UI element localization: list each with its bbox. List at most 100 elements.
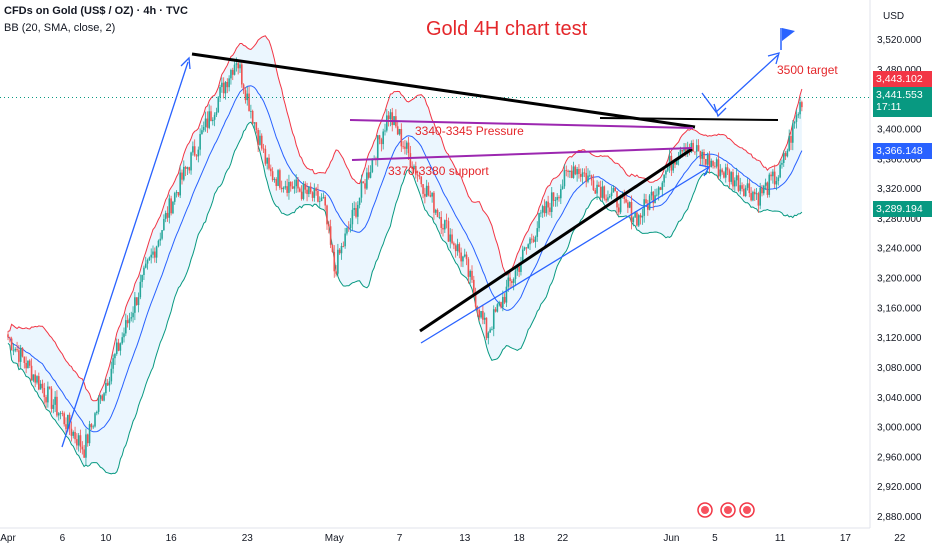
chart-title: Gold 4H chart test xyxy=(426,18,588,40)
candle-body xyxy=(202,126,205,131)
x-tick-label: 16 xyxy=(166,533,178,544)
economic-event-flag-icon xyxy=(701,506,709,514)
candle-body xyxy=(447,221,450,242)
candle-body xyxy=(757,193,760,206)
candle-body xyxy=(134,297,136,313)
candle-body xyxy=(217,97,220,113)
candle-body xyxy=(587,175,589,182)
candle-body xyxy=(512,279,515,283)
support-trend-arrowhead xyxy=(698,164,711,177)
candle-body xyxy=(387,115,390,120)
candle-body xyxy=(88,424,91,444)
candle-body xyxy=(554,199,557,201)
target-flag-icon xyxy=(782,28,795,41)
candle-body xyxy=(396,126,399,135)
candle-body xyxy=(465,254,468,260)
candle-body xyxy=(36,376,38,383)
candle-body xyxy=(126,320,129,324)
candle-body xyxy=(456,244,459,252)
candle-body xyxy=(59,413,62,415)
candle-body xyxy=(400,128,403,147)
candle-body xyxy=(257,130,259,145)
candle-body xyxy=(525,247,528,249)
candle-body xyxy=(514,270,517,280)
candle-body xyxy=(67,414,69,430)
candle-body xyxy=(442,227,444,230)
candle-body xyxy=(28,360,31,366)
candle-body xyxy=(734,180,736,187)
candle-body xyxy=(300,191,303,199)
candle-body xyxy=(344,233,346,247)
candle-body xyxy=(277,170,279,186)
candle-body xyxy=(601,186,604,198)
candle-body xyxy=(306,189,308,195)
candle-body xyxy=(523,247,526,250)
candle-body xyxy=(101,395,104,401)
candle-body xyxy=(304,183,307,190)
y-tick-label: 2,960.000 xyxy=(877,452,922,463)
candle-body xyxy=(572,166,575,178)
candle-body xyxy=(639,215,642,218)
candle-body xyxy=(777,177,780,182)
candle-body xyxy=(57,413,60,416)
candle-body xyxy=(279,170,281,188)
candle-body xyxy=(491,328,493,330)
candle-body xyxy=(289,181,292,187)
candle-body xyxy=(487,332,490,339)
candle-body xyxy=(505,286,508,303)
candle-body xyxy=(125,320,127,334)
candle-body xyxy=(578,168,580,175)
candle-body xyxy=(338,249,341,254)
candle-body xyxy=(750,193,752,201)
candle-body xyxy=(324,196,326,206)
x-tick-label: 17 xyxy=(840,533,852,544)
candle-body xyxy=(50,388,53,409)
candle-body xyxy=(92,426,94,428)
candle-body xyxy=(382,131,384,145)
candle-body xyxy=(694,151,696,153)
candle-body xyxy=(618,207,620,213)
candle-body xyxy=(262,148,265,150)
x-tick-label: Apr xyxy=(0,533,16,544)
candle-body xyxy=(612,187,615,193)
candle-body xyxy=(152,251,154,255)
candle-body xyxy=(81,446,84,450)
candle-body xyxy=(313,188,316,198)
candle-body xyxy=(230,69,232,79)
candle-body xyxy=(163,218,165,231)
candle-body xyxy=(30,365,33,381)
candle-body xyxy=(558,197,560,199)
candle-body xyxy=(550,192,553,213)
candle-body xyxy=(630,201,633,223)
uptrend-arrowhead xyxy=(180,56,191,70)
candle-body xyxy=(723,172,725,178)
candle-body xyxy=(90,424,93,428)
target-path-arrow xyxy=(701,54,779,113)
candle-body xyxy=(235,63,238,65)
candle-body xyxy=(16,348,18,351)
candle-body xyxy=(141,274,143,282)
candle-body xyxy=(123,333,125,338)
candle-body xyxy=(181,172,183,180)
candle-body xyxy=(710,160,713,168)
candle-body xyxy=(264,148,267,164)
candle-body xyxy=(251,110,254,124)
candle-body xyxy=(63,413,65,425)
candle-body xyxy=(61,413,64,415)
candle-body xyxy=(668,155,671,168)
candle-body xyxy=(347,227,350,229)
y-tick-label: 3,400.000 xyxy=(877,124,922,135)
candle-body xyxy=(213,114,216,120)
candle-body xyxy=(239,64,241,69)
candle-body xyxy=(378,135,381,140)
candle-body xyxy=(719,169,722,177)
indicator-label: BB (20, SMA, close, 2) xyxy=(4,22,116,34)
candle-body xyxy=(474,293,477,307)
candle-body xyxy=(599,186,602,198)
candle-body xyxy=(366,172,368,189)
symbol-title: CFDs on Gold (US$ / OZ) · 4h · TVC xyxy=(4,5,188,17)
candle-body xyxy=(233,64,236,75)
candle-body xyxy=(291,186,294,189)
